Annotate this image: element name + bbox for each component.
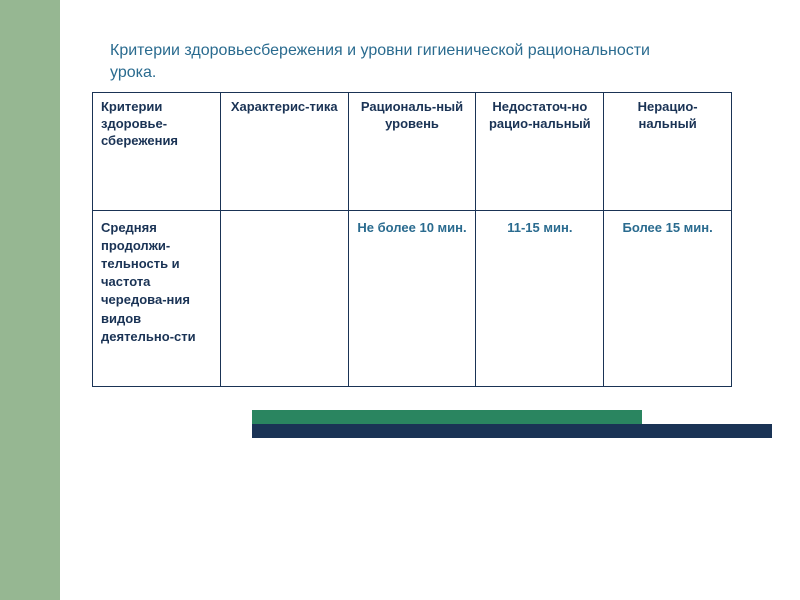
table-header-row: Критерии здоровье-сбережения Характерис-… bbox=[93, 93, 732, 211]
slide-content: Критерии здоровьесбережения и уровни гиг… bbox=[60, 0, 800, 600]
cell-characteristic bbox=[220, 210, 348, 386]
row-label: Средняя продолжи-тельность и частота чер… bbox=[93, 210, 221, 386]
cell-insufficient: 11-15 мин. bbox=[476, 210, 604, 386]
col-header: Характерис-тика bbox=[220, 93, 348, 211]
criteria-table: Критерии здоровье-сбережения Характерис-… bbox=[92, 92, 732, 387]
accent-stripe bbox=[252, 410, 772, 438]
col-header: Недостаточ-но рацио-нальный bbox=[476, 93, 604, 211]
col-header: Рациональ-ный уровень bbox=[348, 93, 476, 211]
accent-stripe-green bbox=[252, 410, 642, 424]
table-row: Средняя продолжи-тельность и частота чер… bbox=[93, 210, 732, 386]
page-title: Критерии здоровьесбережения и уровни гиг… bbox=[110, 40, 670, 83]
criteria-table-wrap: Критерии здоровье-сбережения Характерис-… bbox=[92, 92, 732, 387]
accent-stripe-navy bbox=[252, 424, 772, 438]
cell-irrational: Более 15 мин. bbox=[604, 210, 732, 386]
col-header: Нерацио-нальный bbox=[604, 93, 732, 211]
col-header: Критерии здоровье-сбережения bbox=[93, 93, 221, 211]
left-accent-bar bbox=[0, 0, 60, 600]
cell-rational: Не более 10 мин. bbox=[348, 210, 476, 386]
